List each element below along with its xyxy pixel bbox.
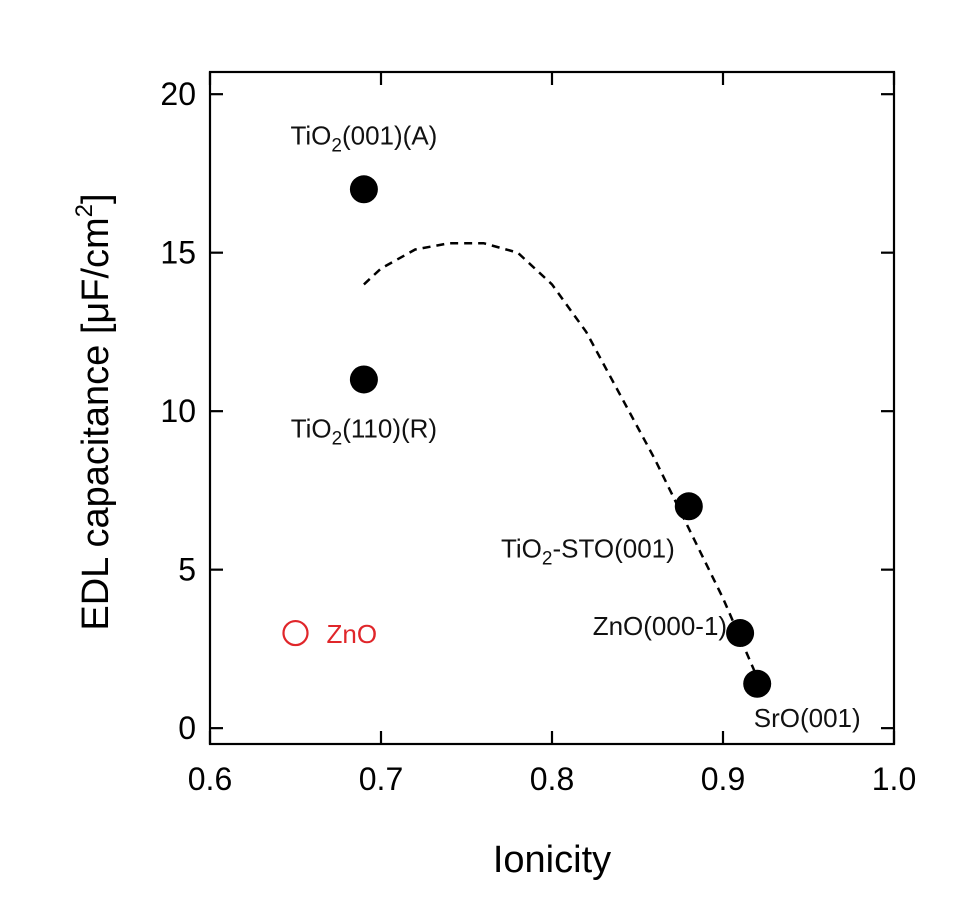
x-tick-label: 0.6 xyxy=(188,761,232,797)
trend-layer xyxy=(363,241,759,678)
y-axis-title-sup: 2 xyxy=(71,204,98,217)
point-label-main: TiO xyxy=(291,413,332,443)
x-tick-label: 0.7 xyxy=(359,761,403,797)
point-label: SrO(001) xyxy=(754,703,861,733)
point-label-main: SrO(001) xyxy=(754,703,861,733)
y-tick-label: 10 xyxy=(160,393,196,429)
y-axis-title-main: EDL capacitance [μF/cm xyxy=(75,217,117,630)
data-point-open xyxy=(282,619,309,647)
y-tick-label: 20 xyxy=(160,76,196,112)
x-tick-label: 1.0 xyxy=(872,761,916,797)
x-tick-label: 0.8 xyxy=(530,761,574,797)
point-label-main: ZnO xyxy=(327,619,378,649)
point-label-main: TiO xyxy=(501,533,542,563)
y-tick-label: 0 xyxy=(178,710,196,746)
point-label-rest: -STO(001) xyxy=(552,533,674,563)
y-tick-label: 15 xyxy=(160,235,196,271)
point-label-subscript: 2 xyxy=(332,428,343,449)
x-tick-label: 0.9 xyxy=(701,761,745,797)
point-label-main: ZnO(000-1) xyxy=(593,611,727,641)
point-label-rest: (110)(R) xyxy=(342,413,437,443)
point-label-subscript: 2 xyxy=(542,548,553,569)
data-point xyxy=(674,492,703,521)
point-label: TiO2(110)(R) xyxy=(291,413,437,449)
data-point xyxy=(743,669,772,698)
point-label: TiO2(001)(A) xyxy=(290,120,437,156)
trend-line xyxy=(363,241,759,678)
point-label-main: TiO xyxy=(290,120,331,150)
point-labels-layer: TiO2(001)(A)TiO2(110)(R)TiO2-STO(001)ZnO… xyxy=(290,120,860,732)
axes: 0.6 0.7 0.8 0.9 1.0 0 5 10 15 20 xyxy=(160,70,916,797)
points-layer xyxy=(282,175,772,698)
data-point xyxy=(349,175,378,204)
y-tick-label: 5 xyxy=(178,552,196,588)
point-label: TiO2-STO(001) xyxy=(501,533,675,569)
data-point xyxy=(349,365,378,394)
point-label: ZnO xyxy=(327,619,378,649)
x-axis-title: Ionicity xyxy=(493,839,611,881)
point-label-subscript: 2 xyxy=(331,135,342,156)
point-label: ZnO(000-1) xyxy=(593,611,727,641)
y-axis-title-end: ] xyxy=(75,193,117,204)
plot-frame xyxy=(208,70,896,746)
y-axis-title: EDL capacitance [μF/cm2] xyxy=(71,193,117,630)
data-point xyxy=(726,619,755,648)
point-label-rest: (001)(A) xyxy=(342,120,437,150)
